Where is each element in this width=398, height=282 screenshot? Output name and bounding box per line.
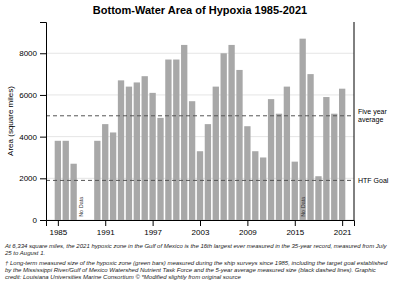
bar (157, 118, 163, 220)
footnote-line: 25 to August 1. (4, 250, 45, 256)
y-tick-mark (40, 178, 46, 179)
x-tick: 2009 (239, 220, 257, 237)
y-tick: 2000 (19, 174, 46, 183)
bar (236, 70, 242, 220)
bar (260, 157, 266, 220)
x-tick-label: 1991 (97, 228, 115, 237)
y-tick: 8000 (19, 49, 46, 58)
y-axis-line (40, 23, 47, 221)
x-tick-mark (247, 220, 248, 226)
annotation: No Data (78, 196, 84, 217)
bar (70, 164, 76, 220)
x-tick-label: 2009 (239, 228, 257, 237)
bar (149, 93, 155, 220)
y-tick-label: 2000 (19, 174, 37, 183)
bar (173, 60, 179, 220)
y-tick-label: 6000 (19, 91, 37, 100)
bar (244, 126, 250, 220)
grid (46, 53, 354, 220)
bar (189, 101, 195, 220)
bar (339, 89, 345, 220)
footnote-line: by the Mississippi River/Gulf of Mexico … (5, 267, 376, 273)
plot: HTF Goal Five yearaverage No Data No Data 0 2… (19, 22, 389, 237)
bar (276, 114, 282, 220)
y-tick-mark (40, 53, 46, 54)
y-tick-mark (40, 220, 46, 221)
bar (300, 39, 306, 220)
x-tick-label: 2015 (286, 228, 304, 237)
x-tick-label: 2003 (192, 228, 210, 237)
bar (268, 99, 274, 220)
y-tick-label: 0 (33, 216, 38, 225)
grid-line (46, 53, 354, 54)
footnote: At 6,334 square miles, the 2021 hypoxic … (4, 243, 388, 256)
footnote: † Long-term measured size of the hypoxic… (5, 260, 388, 280)
bar (221, 53, 227, 220)
footnote-line: At 6,334 square miles, the 2021 hypoxic … (4, 243, 388, 249)
x-axis-line (47, 221, 355, 227)
x-tick: 2003 (192, 220, 210, 237)
x-tick-mark (153, 220, 154, 226)
bar (142, 76, 148, 220)
x-tick: 1991 (97, 220, 115, 237)
y-tick-label: 8000 (19, 49, 37, 58)
bar (331, 114, 337, 220)
bar (110, 132, 116, 220)
bar (228, 45, 234, 220)
marks (46, 39, 354, 220)
reference-line-label: HTF Goal (358, 177, 389, 184)
chart: At 6,334 square miles, the 2021 hypoxic … (0, 0, 398, 282)
y-axis: 0 2000 4000 6000 8000 (19, 23, 46, 226)
reference-line-label-line: HTF Goal (358, 177, 389, 184)
x-tick-mark (342, 220, 343, 226)
y-tick: 6000 (19, 91, 46, 100)
x-tick: 1997 (144, 220, 162, 237)
footnotes: At 6,334 square miles, the 2021 hypoxic … (4, 243, 388, 280)
y-tick: 4000 (19, 133, 46, 142)
x-tick-mark (58, 220, 59, 226)
x-tick-label: 1985 (49, 228, 67, 237)
bar (165, 60, 171, 220)
footnote-line: † Long-term measured size of the hypoxic… (5, 260, 388, 266)
bar (284, 87, 290, 220)
x-tick: 2021 (334, 220, 352, 237)
reference-line (46, 115, 354, 116)
bar (126, 87, 132, 220)
y-tick-label: 4000 (19, 133, 37, 142)
reference-line-label-line: average (358, 116, 383, 124)
bar (252, 151, 258, 220)
x-tick-mark (200, 220, 201, 226)
bar (102, 124, 108, 220)
frame-line (354, 22, 355, 220)
x-axis: 1985 1991 1997 2003 2009 2015 2021 (47, 220, 355, 237)
bar (181, 45, 187, 220)
y-tick-mark (40, 95, 46, 96)
title: Bottom-Water Area of Hypoxia 1985-2021 (93, 4, 307, 16)
y-tick: 0 (33, 216, 46, 225)
bar (118, 80, 124, 220)
footnote-line: credit: Louisiana Universities Marine Co… (5, 274, 242, 280)
bar (315, 176, 321, 220)
y-axis-title: Area (square miles) (6, 86, 15, 156)
annotation: No Data (300, 196, 306, 217)
x-tick: 1985 (49, 220, 67, 237)
reference-line (46, 180, 354, 181)
x-tick-mark (295, 220, 296, 226)
x-tick-label: 1997 (144, 228, 162, 237)
bar (213, 87, 219, 220)
bar (205, 124, 211, 220)
bar (292, 162, 298, 220)
x-tick: 2015 (286, 220, 304, 237)
bar (197, 151, 203, 220)
x-tick-label: 2021 (334, 228, 352, 237)
bar (307, 74, 313, 220)
x-tick-mark (105, 220, 106, 226)
bar (134, 82, 140, 220)
reference-line-label: Five yearaverage (358, 108, 387, 124)
y-tick-mark (40, 137, 46, 138)
